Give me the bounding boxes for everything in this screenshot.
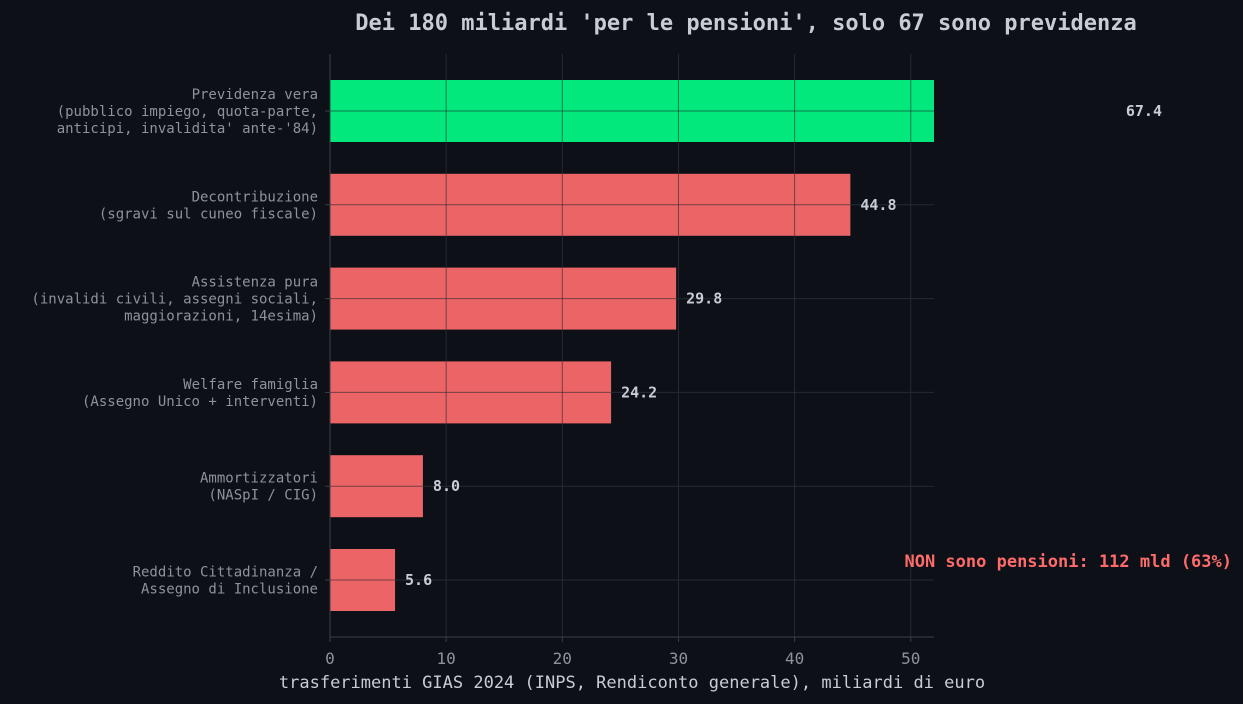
category-label-line: (NASpI / CIG) — [208, 488, 318, 504]
bar-value-label: 29.8 — [686, 290, 722, 308]
category-label-line: maggiorazioni, 14esima) — [124, 309, 318, 325]
x-tick-label: 30 — [669, 649, 688, 668]
category-label-line: Previdenza vera — [192, 87, 318, 103]
x-tick-label: 40 — [785, 649, 804, 668]
x-axis-label: trasferimenti GIAS 2024 (INPS, Rendicont… — [279, 673, 985, 693]
category-label-line: (invalidi civili, assegni sociali, — [31, 292, 318, 308]
bar-value-label: 8.0 — [433, 477, 460, 495]
bar-value-label: 44.8 — [860, 196, 896, 214]
category-label: Welfare famiglia (Assegno Unico + interve… — [82, 377, 318, 410]
x-tick-label: 20 — [553, 649, 572, 668]
category-label-line: Decontribuzione — [192, 189, 318, 205]
category-label: Decontribuzione (sgravi sul cuneo fiscale… — [99, 189, 318, 222]
labels: 67.4 Previdenza vera (pubblico impiego, qu… — [31, 87, 1162, 668]
category-label-line: (sgravi sul cuneo fiscale) — [99, 206, 318, 222]
x-tick-label: 0 — [325, 649, 335, 668]
x-tick-label: 50 — [901, 649, 920, 668]
category-label-line: Welfare famiglia — [183, 377, 318, 393]
bar-value-label: 24.2 — [621, 383, 657, 401]
axes — [325, 54, 934, 642]
bars — [330, 80, 934, 611]
bar-value-label: 5.6 — [405, 571, 432, 589]
category-label-line: Ammortizzatori — [200, 471, 318, 487]
category-label: Assistenza pura (invalidi civili, assegni… — [31, 275, 318, 325]
category-label-line: Assegno di Inclusione — [141, 582, 318, 598]
category-label-line: (Assegno Unico + interventi) — [82, 394, 318, 410]
bar-value-label: 67.4 — [1126, 102, 1162, 120]
category-label: Ammortizzatori (NASpI / CIG) — [200, 471, 318, 504]
category-label-line: Reddito Cittadinanza / — [133, 565, 318, 581]
category-label-line: (pubblico impiego, quota-parte, — [57, 104, 318, 120]
category-label-line: Assistenza pura — [192, 275, 318, 291]
category-label-line: anticipi, invalidita' ante-'84) — [57, 121, 318, 137]
category-label: Previdenza vera (pubblico impiego, quota-… — [57, 87, 318, 137]
grid-lines-overlay — [330, 80, 934, 581]
annotation-not-pensions: NON sono pensioni: 112 mld (63%) — [904, 552, 1232, 572]
category-label: Reddito Cittadinanza / Assegno di Inclusi… — [133, 565, 318, 598]
x-tick-label: 10 — [437, 649, 456, 668]
chart-title: Dei 180 miliardi 'per le pensioni', solo… — [355, 11, 1136, 36]
